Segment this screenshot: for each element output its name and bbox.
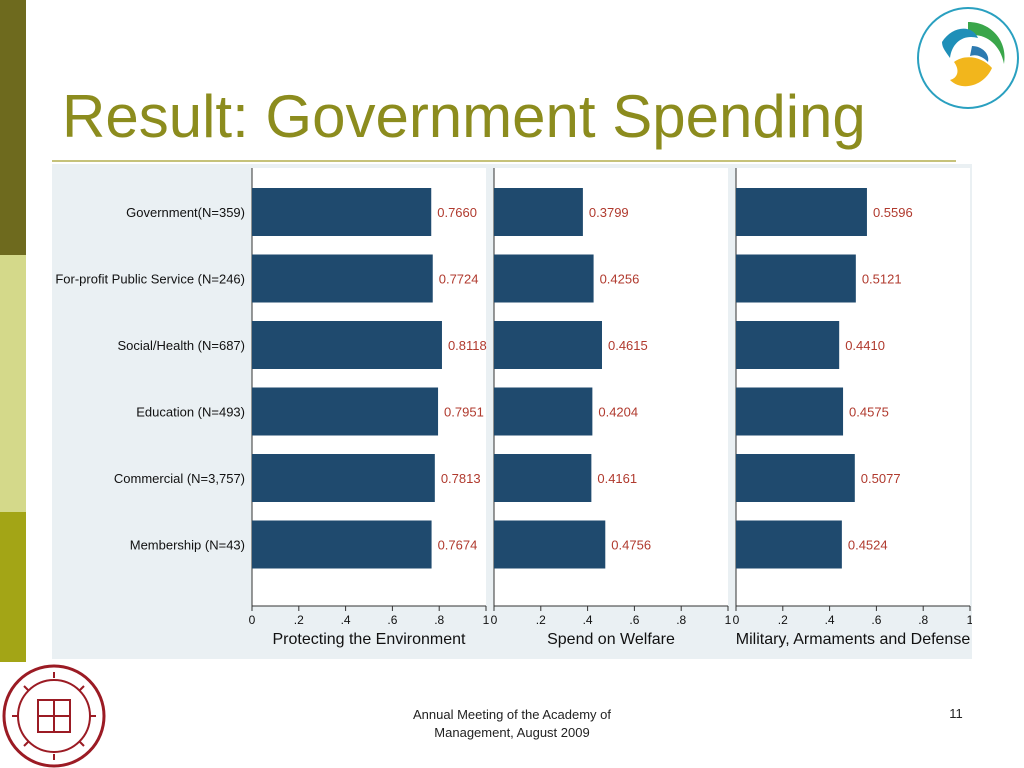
value-label: 0.5121 — [862, 272, 902, 287]
indiana-university-seal — [2, 664, 106, 768]
tick-label: 0 — [491, 613, 498, 627]
bar — [736, 454, 855, 502]
tick-label: .8 — [918, 613, 928, 627]
bar-panel-3: 0.5596 0.5121 0.4410 0.4575 0.5077 0.4524 0 .2.… — [733, 168, 972, 648]
bar — [494, 454, 592, 502]
bar — [252, 188, 432, 236]
bar-panel-1: 0.7660 0.7724 0.8118 0.7951 0.7813 0.7674 0 .2.… — [249, 168, 490, 648]
value-label: 0.8118 — [448, 338, 487, 353]
x-axis-label: Protecting the Environment — [273, 631, 467, 648]
footer-text: Annual Meeting of the Academy of Managem… — [412, 707, 611, 740]
bar — [252, 454, 435, 502]
sidebar-stripe-top — [0, 0, 26, 255]
value-label: 0.7674 — [438, 538, 478, 553]
bar — [252, 254, 433, 303]
tick-label: .6 — [871, 613, 881, 627]
value-label: 0.4756 — [611, 538, 651, 553]
tick-label: 0 — [733, 613, 740, 627]
category-label: Social/Health (N=687) — [117, 338, 245, 353]
bar — [736, 387, 844, 436]
bar — [736, 254, 856, 303]
tick-label: .6 — [387, 613, 397, 627]
sidebar-stripe-bottom — [0, 512, 26, 662]
value-label: 0.4256 — [600, 272, 640, 287]
bar — [494, 387, 593, 436]
value-label: 0.7951 — [444, 405, 484, 420]
slide-title: Result: Government Spending — [62, 83, 866, 150]
bar — [252, 387, 439, 436]
tick-label: 0 — [249, 613, 256, 627]
tick-label: .4 — [583, 613, 593, 627]
tick-label: .4 — [825, 613, 835, 627]
value-label: 0.7813 — [441, 471, 481, 486]
category-label: Membership (N=43) — [130, 538, 245, 553]
tick-label: 1 — [725, 613, 732, 627]
x-axis-label: Spend on Welfare — [547, 631, 675, 648]
value-label: 0.4204 — [598, 405, 638, 420]
bar-panel-2: 0.3799 0.4256 0.4615 0.4204 0.4161 0.4756 0 .2.… — [491, 168, 732, 648]
bar — [736, 520, 842, 569]
category-label: Government(N=359) — [126, 205, 245, 220]
bar-chart-group: Government(N=359) For-profit Public Servi… — [55, 168, 972, 648]
green-management-matters-logo — [917, 7, 1019, 109]
value-label: 0.4575 — [849, 405, 889, 420]
category-label: Commercial (N=3,757) — [114, 471, 245, 486]
bar — [494, 321, 602, 369]
tick-label: .2 — [536, 613, 546, 627]
x-axis-label: Military, Armaments and Defense — [736, 631, 971, 648]
category-label: Education (N=493) — [136, 405, 245, 420]
value-label: 0.4615 — [608, 338, 648, 353]
value-label: 0.4524 — [848, 538, 888, 553]
tick-label: .8 — [676, 613, 686, 627]
tick-label: .8 — [434, 613, 444, 627]
value-label: 0.7660 — [437, 205, 477, 220]
bar — [736, 188, 867, 236]
value-label: 0.5077 — [861, 471, 901, 486]
chart-panel: Government(N=359) For-profit Public Servi… — [52, 164, 972, 659]
bar — [494, 520, 606, 569]
value-label: 0.7724 — [439, 272, 479, 287]
tick-label: 1 — [483, 613, 490, 627]
value-label: 0.4161 — [597, 471, 637, 486]
category-label: For-profit Public Service (N=246) — [55, 272, 245, 287]
tick-label: .2 — [294, 613, 304, 627]
bar — [252, 520, 432, 569]
tick-label: 1 — [967, 613, 972, 627]
tick-label: .4 — [341, 613, 351, 627]
bar — [736, 321, 840, 369]
value-label: 0.5596 — [873, 205, 913, 220]
title-divider — [52, 160, 956, 162]
value-label: 0.3799 — [589, 205, 629, 220]
bar — [252, 321, 442, 369]
value-label: 0.4410 — [845, 338, 885, 353]
sidebar-stripe-middle — [0, 255, 26, 512]
bar — [494, 254, 594, 303]
bar — [494, 188, 583, 236]
page-number: 11 — [949, 706, 963, 721]
tick-label: .6 — [629, 613, 639, 627]
tick-label: .2 — [778, 613, 788, 627]
